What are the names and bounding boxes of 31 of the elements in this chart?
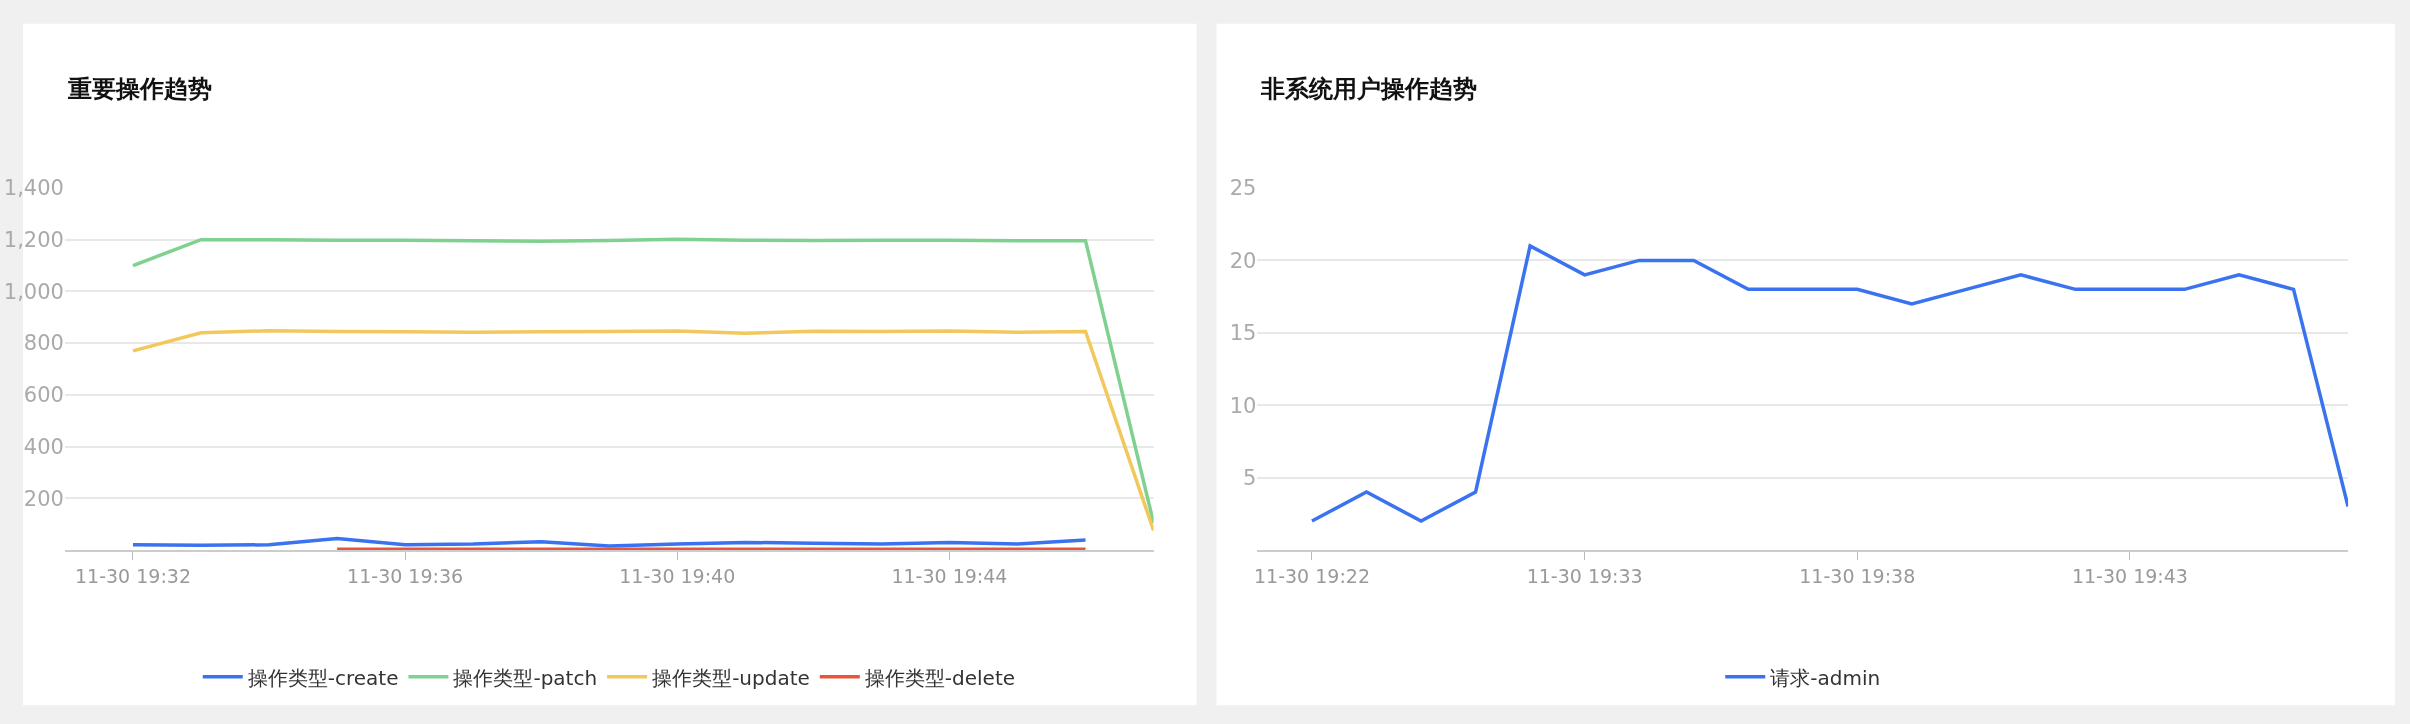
legend-label: 操作类型-patch <box>453 665 598 690</box>
x-tick-label: 11-30 19:38 <box>1799 564 1916 587</box>
legend-label: 操作类型-delete <box>864 665 1016 690</box>
y-tick-label: 1,400 <box>3 176 64 201</box>
y-tick-label: 1,000 <box>3 279 64 304</box>
y-tick-label: 20 <box>1229 248 1257 273</box>
line-series <box>131 536 1088 548</box>
line-series <box>131 328 1154 533</box>
y-tick-label: 15 <box>1229 321 1257 346</box>
y-tick-label: 25 <box>1229 176 1257 201</box>
y-tick-label: 1,200 <box>3 228 64 253</box>
legend-label: 操作类型-update <box>652 665 810 690</box>
y-tick-label: 400 <box>23 434 64 459</box>
legend-label: 操作类型-create <box>247 665 399 690</box>
x-tick-label: 11-30 19:44 <box>891 564 1008 587</box>
legend-label: 请求-admin <box>1770 665 1881 690</box>
line-series <box>131 237 1154 525</box>
x-tick-label: 11-30 19:43 <box>2071 564 2188 587</box>
y-tick-label: 200 <box>23 486 64 511</box>
line-series <box>1310 244 2349 523</box>
x-tick-label: 11-30 19:33 <box>1526 564 1643 587</box>
chart-title: 重要操作趋势 <box>67 75 212 103</box>
y-tick-label: 5 <box>1243 465 1257 490</box>
x-tick-label: 11-30 19:36 <box>347 564 464 587</box>
chart-title: 非系统用户操作趋势 <box>1260 75 1477 103</box>
y-tick-label: 600 <box>23 383 64 408</box>
y-tick-label: 800 <box>23 331 64 356</box>
x-tick-label: 11-30 19:32 <box>74 564 191 587</box>
y-tick-label: 10 <box>1229 393 1257 418</box>
x-tick-label: 11-30 19:40 <box>619 564 736 587</box>
x-tick-label: 11-30 19:22 <box>1253 564 1370 587</box>
